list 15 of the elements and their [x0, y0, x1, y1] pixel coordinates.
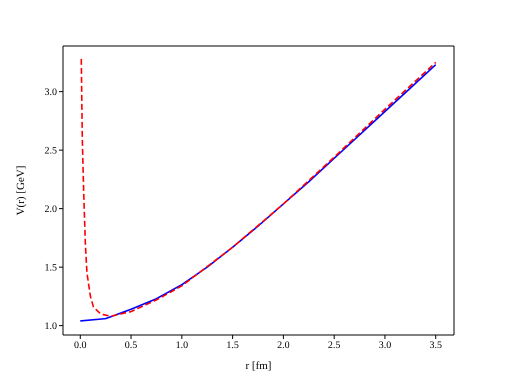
- y-tick-label: 1.0: [44, 321, 57, 332]
- x-tick-label: 1.5: [226, 340, 239, 352]
- x-tick-label: 2.0: [277, 340, 290, 352]
- x-tick-label: 3.0: [378, 340, 392, 352]
- y-tick-label: 2.5: [44, 146, 57, 157]
- y-tick-label: 2.0: [44, 204, 57, 216]
- x-tick-label: 3.5: [429, 340, 442, 352]
- y-tick-label: 1.5: [44, 262, 57, 274]
- x-tick-label: 2.5: [328, 340, 340, 352]
- x-tick-label: 1.0: [176, 340, 188, 352]
- y-axis-title: V(r) [GeV]: [14, 166, 27, 216]
- x-axis-title: r [fm]: [246, 360, 272, 372]
- x-tick-label: 0.5: [124, 340, 138, 352]
- x-tick-label: 0.0: [74, 340, 87, 352]
- y-tick-label: 3.0: [44, 87, 57, 98]
